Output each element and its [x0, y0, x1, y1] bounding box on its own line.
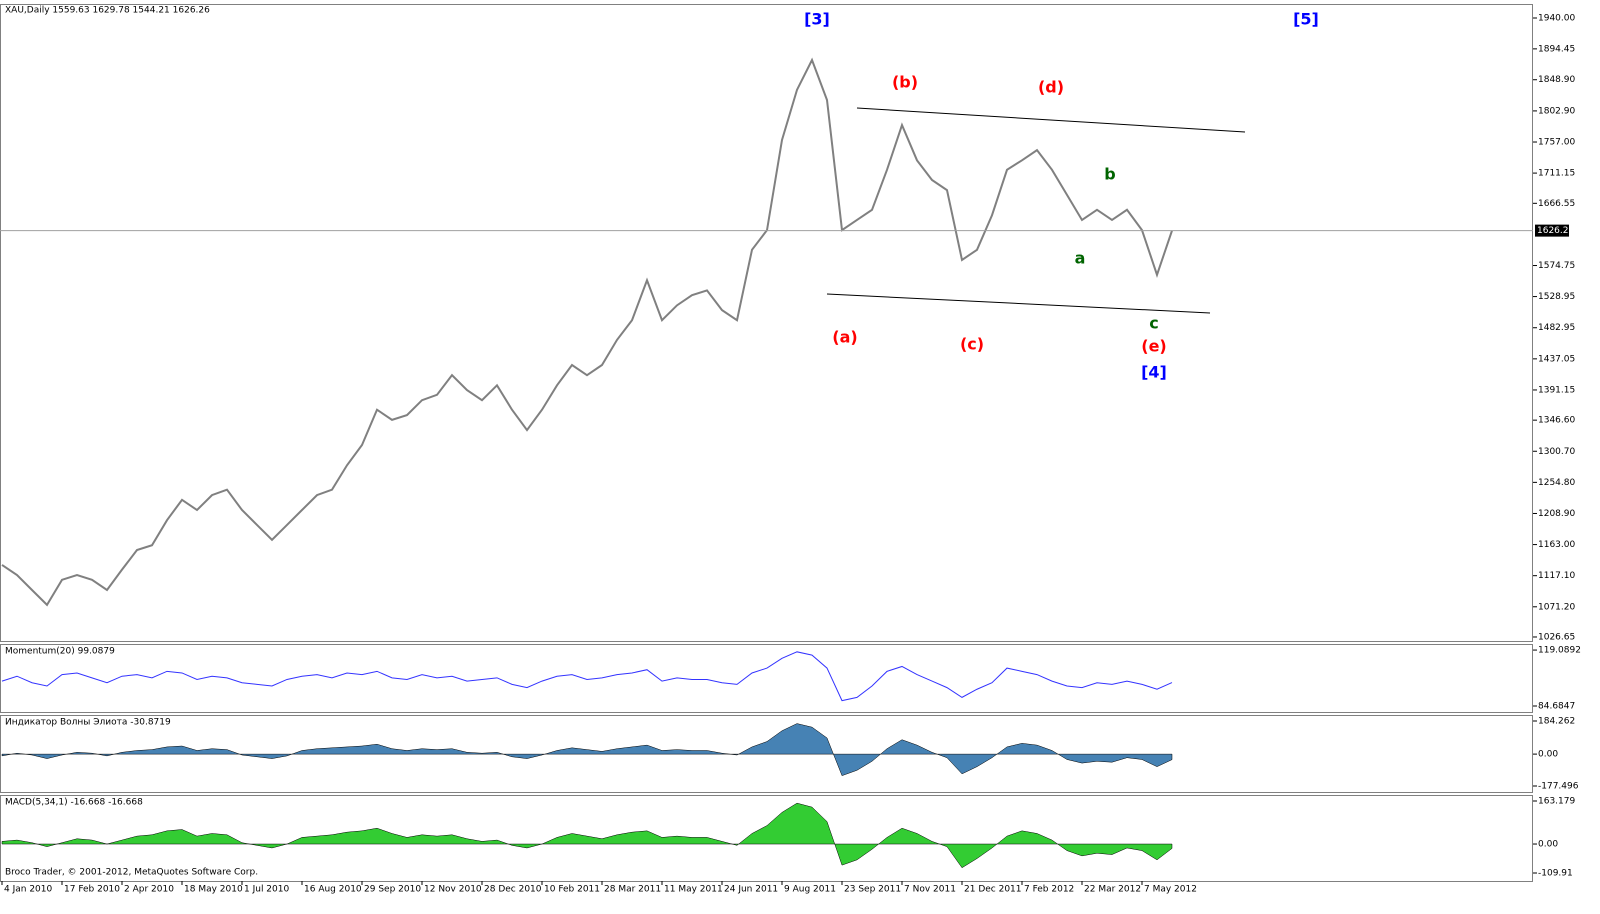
y-tick-label: -109.91 — [1538, 869, 1573, 879]
panel-title: MACD(5,34,1) -16.668 -16.668 — [5, 798, 143, 808]
x-tick-label: 24 Jun 2011 — [724, 885, 778, 895]
y-tick-label: 1574.75 — [1538, 261, 1575, 271]
y-tick-label: 1071.20 — [1538, 602, 1575, 612]
chart-title: XAU,Daily 1559.63 1629.78 1544.21 1626.2… — [5, 6, 210, 16]
x-tick-label: 21 Dec 2011 — [964, 885, 1022, 895]
x-tick-label: 11 May 2011 — [664, 885, 723, 895]
x-tick-label: 7 Feb 2012 — [1024, 885, 1074, 895]
x-tick-label: 7 May 2012 — [1144, 885, 1197, 895]
y-tick-label: 1391.15 — [1538, 385, 1575, 395]
x-tick-label: 1 Jul 2010 — [244, 885, 289, 895]
wave-label: (b) — [892, 73, 918, 92]
y-tick-label: 1482.95 — [1538, 323, 1575, 333]
panel-title: Momentum(20) 99.0879 — [5, 647, 115, 657]
x-tick-label: 12 Nov 2010 — [424, 885, 482, 895]
y-tick-label: 1528.95 — [1538, 292, 1575, 302]
wave-label: a — [1075, 249, 1086, 268]
y-tick-label: 1346.60 — [1538, 416, 1575, 426]
wave-label: b — [1104, 165, 1115, 184]
x-tick-label: 2 Apr 2010 — [124, 885, 174, 895]
y-tick-label: 119.0892 — [1538, 646, 1581, 656]
x-tick-label: 28 Mar 2011 — [604, 885, 661, 895]
x-tick-label: 29 Sep 2010 — [364, 885, 421, 895]
x-tick-label: 4 Jan 2010 — [4, 885, 52, 895]
y-tick-label: 1026.65 — [1538, 632, 1575, 642]
trend-line-upper — [856, 107, 1246, 133]
y-tick-label: 163.179 — [1538, 796, 1575, 806]
y-tick-label: 1437.05 — [1538, 354, 1575, 364]
y-tick-label: 1666.55 — [1538, 199, 1575, 209]
current-price-box — [1535, 224, 1569, 237]
current-price-label: 1626.26 — [1537, 226, 1574, 236]
line-series — [1, 651, 1173, 702]
y-tick-label: 184.262 — [1538, 717, 1575, 727]
price-panel — [0, 4, 1533, 642]
y-tick-label: 1757.00 — [1538, 138, 1575, 148]
y-tick-label: 0.00 — [1538, 840, 1558, 850]
y-tick-label: 1300.70 — [1538, 447, 1575, 457]
wave-label: [4] — [1141, 363, 1167, 382]
wave-label: (d) — [1038, 78, 1064, 97]
y-tick-label: 1802.90 — [1538, 106, 1575, 116]
wave-label: (e) — [1141, 337, 1166, 356]
panel-title: Индикатор Волны Элиота -30.8719 — [5, 718, 171, 728]
x-tick-label: 7 Nov 2011 — [904, 885, 956, 895]
y-tick-label: 0.00 — [1538, 750, 1558, 760]
wave-label: (c) — [960, 335, 984, 354]
y-tick-label: 1848.90 — [1538, 75, 1575, 85]
wave-label: [5] — [1293, 10, 1319, 29]
momentum-panel — [0, 644, 1533, 713]
y-tick-label: 1940.00 — [1538, 13, 1575, 23]
x-tick-label: 16 Aug 2010 — [304, 885, 362, 895]
y-tick-label: 1711.15 — [1538, 169, 1575, 179]
x-tick-label: 23 Sep 2011 — [844, 885, 901, 895]
y-tick-label: -177.496 — [1538, 781, 1579, 791]
trend-line-lower — [826, 293, 1211, 314]
elliott-panel — [0, 715, 1533, 793]
y-tick-label: 1894.45 — [1538, 44, 1575, 54]
wave-label: [3] — [804, 10, 830, 29]
area-series — [1, 723, 1173, 776]
y-tick-label: 1117.10 — [1538, 571, 1575, 581]
y-tick-label: 84.6847 — [1538, 702, 1575, 712]
x-tick-label: 22 Mar 2012 — [1084, 885, 1141, 895]
x-tick-label: 28 Dec 2010 — [484, 885, 542, 895]
y-tick-label: 1163.00 — [1538, 540, 1575, 550]
wave-label: (a) — [832, 328, 857, 347]
area-series — [1, 802, 1173, 869]
footer: Broco Trader, © 2001-2012, MetaQuotes So… — [5, 868, 258, 878]
y-tick-label: 1254.80 — [1538, 478, 1575, 488]
macd-panel — [0, 795, 1533, 882]
x-tick-label: 9 Aug 2011 — [784, 885, 836, 895]
x-tick-label: 18 May 2010 — [184, 885, 243, 895]
wave-label: c — [1149, 314, 1158, 333]
y-tick-label: 1208.90 — [1538, 509, 1575, 519]
x-tick-label: 17 Feb 2010 — [64, 885, 120, 895]
line-series — [1, 57, 1173, 607]
x-tick-label: 10 Feb 2011 — [544, 885, 600, 895]
